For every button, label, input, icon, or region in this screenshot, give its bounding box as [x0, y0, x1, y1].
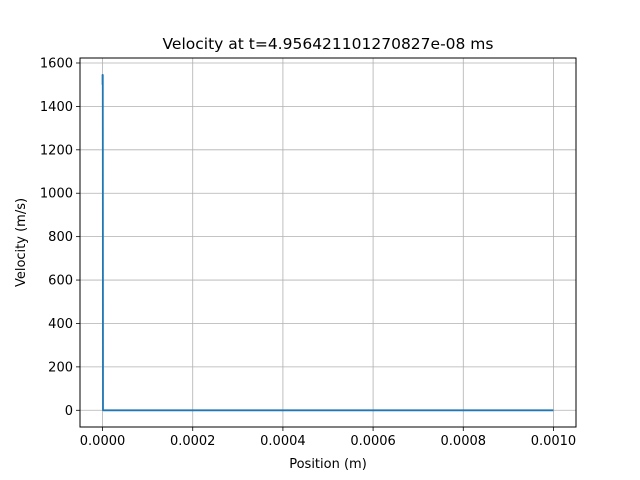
series-line — [101, 74, 554, 412]
y-tick-label: 1400 — [40, 100, 73, 115]
chart-title: Velocity at t=4.956421101270827e-08 ms — [163, 35, 494, 53]
x-axis-label: Position (m) — [289, 457, 367, 472]
y-tick-label: 400 — [48, 317, 73, 332]
y-tick-label: 0 — [65, 404, 73, 419]
y-tick-label: 1000 — [40, 187, 73, 202]
series-layer — [101, 74, 554, 412]
x-tick-label: 0.0006 — [350, 434, 396, 449]
x-axis-ticks: 0.0000 0.0002 0.0004 0.0006 0.0008 0.0010 — [80, 427, 576, 449]
y-tick-label: 800 — [48, 230, 73, 245]
x-tick-label: 0.0000 — [80, 434, 126, 449]
y-axis-label: Velocity (m/s) — [14, 198, 29, 287]
x-tick-label: 0.0004 — [260, 434, 306, 449]
y-axis-ticks: 0 200 400 600 800 1000 1200 1400 1600 — [40, 56, 80, 419]
plot-frame — [79, 57, 577, 428]
y-gridlines — [80, 62, 576, 411]
y-tick-label: 1200 — [40, 143, 73, 158]
y-tick-label: 600 — [48, 274, 73, 289]
x-tick-label: 0.0008 — [441, 434, 487, 449]
y-tick-label: 200 — [48, 360, 73, 375]
x-tick-label: 0.0010 — [531, 434, 577, 449]
y-tick-label: 1600 — [40, 56, 73, 71]
x-tick-label: 0.0002 — [170, 434, 216, 449]
